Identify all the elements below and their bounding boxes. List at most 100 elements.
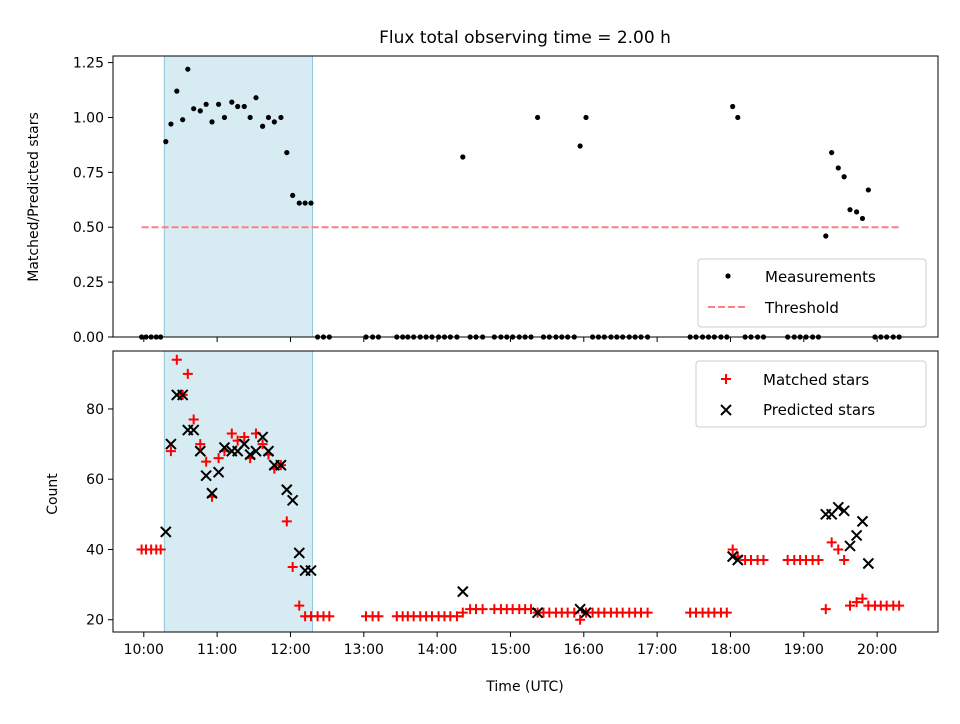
matched-star-point <box>721 607 732 618</box>
predicted-star-point <box>262 445 275 457</box>
measurement-point <box>854 209 860 215</box>
measurement-point <box>847 207 853 213</box>
matched-star-point <box>287 562 298 573</box>
matched-star-point <box>226 428 237 439</box>
measurement-point <box>296 200 302 206</box>
matched-star-point <box>820 604 831 615</box>
measurement-point <box>235 103 241 110</box>
matched-star-point <box>281 516 292 527</box>
x-tick-label: 18:00 <box>710 642 750 658</box>
matched-star-point <box>195 439 206 450</box>
measurement-point <box>583 114 589 121</box>
y-tick-label: 80 <box>86 402 104 418</box>
legend-label-predicted: Predicted stars <box>763 401 875 419</box>
matched-star-point <box>239 432 250 443</box>
predicted-star-point <box>250 445 262 457</box>
y-tick-label: 60 <box>86 472 104 488</box>
matched-star-point <box>826 537 837 548</box>
measurement-point <box>221 114 228 121</box>
measurement-point <box>197 108 203 114</box>
measurement-point <box>835 165 841 171</box>
predicted-star-point <box>838 505 850 517</box>
matched-star-point <box>182 368 193 379</box>
predicted-star-point <box>165 438 177 450</box>
measurement-point <box>253 95 259 101</box>
matched-star-point <box>257 439 268 450</box>
x-tick-label: 14:00 <box>417 642 457 658</box>
matched-star-point <box>294 600 305 611</box>
matched-star-point <box>851 597 862 608</box>
y-tick-label: 0.75 <box>73 165 104 181</box>
predicted-star-point <box>244 448 256 461</box>
predicted-star-point <box>531 606 544 619</box>
measurement-point <box>841 174 847 180</box>
top-ylabel: Matched/Predicted stars <box>26 112 42 282</box>
predicted-star-point <box>856 515 869 528</box>
predicted-star-point <box>574 603 586 615</box>
predicted-star-point <box>732 554 744 566</box>
measurement-point <box>730 103 736 110</box>
matched-star-point <box>727 544 738 555</box>
measurement-point <box>163 139 169 145</box>
plot-frame <box>112 350 939 633</box>
matched-star-point <box>155 544 166 555</box>
predicted-star-point <box>200 469 212 482</box>
y-tick-label: 40 <box>86 542 104 558</box>
y-tick-label: 1.25 <box>73 56 104 72</box>
matched-star-point <box>833 544 844 555</box>
predicted-star-point <box>212 466 225 478</box>
predicted-star-point <box>286 494 299 506</box>
matched-star-point <box>845 600 855 611</box>
matched-star-point <box>165 446 176 457</box>
top-panel: 0.00 0.25 0.50 0.75 1.00 1.25 Measurements Thre… <box>73 55 939 346</box>
bottom-xlabel: Time (UTC) <box>485 679 563 695</box>
legend-marker-predicted <box>720 404 732 416</box>
bottom-panel: 10:00 11:00 12:00 13:00 14:00 15:00 16:00 17:00… <box>86 350 939 658</box>
matched-star-point <box>451 611 462 622</box>
matched-star-point <box>575 614 586 625</box>
measurement-point <box>271 119 277 125</box>
measurement-point <box>284 149 290 156</box>
measurement-point <box>185 66 191 72</box>
measurement-point <box>829 149 835 156</box>
matched-star-point <box>373 611 384 622</box>
measurement-point <box>308 200 314 206</box>
chart-title: Flux total observing time = 2.00 h <box>379 28 671 48</box>
legend-box <box>697 258 927 328</box>
measurement-point <box>216 101 222 107</box>
measurement-point <box>174 88 180 94</box>
measurement-point <box>265 114 272 121</box>
y-tick-label: 1.00 <box>73 110 104 126</box>
matched-star-point <box>857 593 868 604</box>
predicted-star-point <box>293 547 305 559</box>
x-tick-label: 10:00 <box>124 642 164 658</box>
measurement-point <box>247 114 253 121</box>
measurement-point <box>577 143 583 149</box>
predicted-star-point <box>194 445 206 457</box>
legend-label-measurements: Measurements <box>765 268 876 286</box>
predicted-star-point <box>176 389 189 401</box>
predicted-star-point <box>580 606 592 619</box>
measurement-point <box>278 114 284 121</box>
legend-box <box>695 360 927 428</box>
matched-star-point <box>213 453 224 464</box>
measurement-point <box>241 103 247 110</box>
matched-star-point <box>477 604 488 615</box>
legend-label-threshold: Threshold <box>764 299 839 317</box>
matched-star-point <box>201 456 212 467</box>
y-tick-label: 20 <box>86 613 104 629</box>
predicted-star-point <box>281 484 293 496</box>
x-tick-label: 17:00 <box>637 642 677 658</box>
predicted-star-point <box>305 564 317 577</box>
predicted-star-point <box>275 459 287 471</box>
measurement-point <box>203 101 209 107</box>
predicted-star-point <box>844 540 856 552</box>
measurement-point <box>290 192 296 199</box>
measurement-point <box>735 114 741 121</box>
legend-marker-measurements <box>725 273 731 279</box>
measurement-point <box>302 200 308 206</box>
y-tick-label: 0.25 <box>73 275 104 291</box>
predicted-star-point <box>850 529 863 542</box>
predicted-star-point <box>206 487 218 499</box>
